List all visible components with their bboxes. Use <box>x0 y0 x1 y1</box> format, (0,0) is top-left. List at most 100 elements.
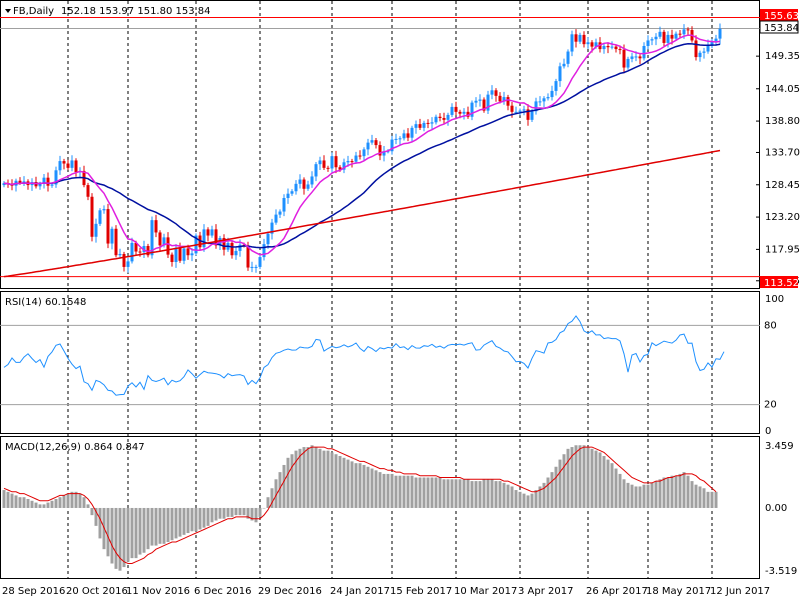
macd-histogram-bar <box>286 457 290 508</box>
macd-histogram-bar <box>6 491 10 508</box>
candle-body <box>354 155 358 162</box>
x-axis-date-label: 15 Feb 2017 <box>390 586 452 597</box>
candle-body <box>682 29 686 35</box>
candle-body <box>654 36 658 40</box>
macd-axis-label: 3.459 <box>765 441 794 452</box>
candle-body <box>38 183 42 187</box>
macd-histogram-bar <box>662 477 666 508</box>
macd-histogram-bar <box>214 507 218 521</box>
macd-histogram-bar <box>302 447 306 508</box>
candle-body <box>42 177 46 184</box>
rsi-series <box>0 315 760 406</box>
macd-histogram-bar <box>474 481 478 508</box>
macd-histogram-bar <box>694 484 698 508</box>
macd-histogram-bar <box>238 507 242 516</box>
macd-histogram-bar <box>706 491 710 508</box>
candle-body <box>230 242 234 256</box>
candle-body <box>206 229 210 236</box>
candle-body <box>178 247 182 261</box>
macd-histogram-bar <box>62 495 66 508</box>
candle-body <box>418 124 422 128</box>
macd-histogram-bar <box>282 464 286 508</box>
candle-body <box>478 99 482 101</box>
macd-histogram-bar <box>250 507 254 521</box>
candle-body <box>126 261 130 267</box>
candle-body <box>154 220 158 233</box>
macd-histogram-bar <box>374 470 378 508</box>
candle-body <box>482 99 486 111</box>
macd-histogram-bar <box>634 486 638 508</box>
macd-histogram-bar <box>630 484 634 508</box>
macd-histogram-bar <box>410 475 414 508</box>
macd-histogram-bar <box>494 481 498 508</box>
candle-body <box>638 56 642 59</box>
macd-histogram-bar <box>34 502 38 508</box>
macd-histogram-bar <box>78 493 82 508</box>
x-axis-date-label: 3 Apr 2017 <box>518 586 573 597</box>
macd-histogram-bar <box>42 504 46 508</box>
y-axis-ticks: 149.35 144.05 138.80 133.70 128.45 123.20 117.… <box>756 51 800 577</box>
macd-histogram-bar <box>426 477 430 508</box>
macd-histogram-bar <box>710 491 714 508</box>
macd-histogram-bar <box>622 479 626 508</box>
candle-body <box>670 34 674 39</box>
rsi-axis-label: 20 <box>764 400 777 411</box>
candle-body <box>346 161 350 163</box>
macd-histogram-bar <box>170 507 174 541</box>
macd-histogram-bar <box>462 479 466 508</box>
candle-body <box>102 209 106 211</box>
candle-body <box>2 183 6 186</box>
macd-histogram-bar <box>614 468 618 508</box>
rsi-title: RSI(14) 60.1548 <box>5 297 86 308</box>
macd-histogram-bar <box>10 493 14 508</box>
macd-histogram-bar <box>46 502 50 508</box>
macd-histogram-bar <box>178 507 182 537</box>
candle-body <box>286 193 290 198</box>
candle-body <box>374 140 378 146</box>
candle-body <box>570 34 574 52</box>
candle-body <box>46 177 50 186</box>
candle-body <box>694 40 698 58</box>
candle-body <box>114 228 118 256</box>
macd-histogram-bar <box>18 497 22 508</box>
macd-histogram-bar <box>118 507 122 571</box>
last-price-tag <box>759 20 799 34</box>
macd-histogram-bar <box>58 497 62 508</box>
rsi-panel-frame <box>0 291 760 434</box>
macd-histogram-bar <box>466 479 470 508</box>
macd-histogram-bar <box>590 448 594 508</box>
macd-histogram-bar <box>290 454 294 508</box>
macd-histogram-bar <box>310 445 314 508</box>
macd-histogram-bar <box>642 484 646 508</box>
candle-body <box>622 49 626 68</box>
macd-histogram-bar <box>610 463 614 508</box>
macd-histogram-bar <box>482 479 486 508</box>
macd-histogram-bar <box>30 500 34 508</box>
macd-histogram-bar <box>190 507 194 532</box>
candle-body <box>70 160 74 168</box>
macd-histogram-bar <box>626 482 630 508</box>
candle-body <box>566 51 570 64</box>
candle-body <box>294 183 298 192</box>
chart-menu-triangle-icon[interactable] <box>5 9 11 13</box>
candle-body <box>610 46 614 48</box>
macd-histogram-bar <box>110 507 114 564</box>
candle-body <box>122 254 126 267</box>
candle-body <box>182 248 186 261</box>
candle-body <box>270 222 274 234</box>
ma-medium-line <box>3 42 721 249</box>
moving-average-lines <box>3 34 721 278</box>
candle-body <box>414 124 418 128</box>
macd-histogram-bar <box>446 479 450 508</box>
candle-body <box>22 181 26 183</box>
candle-body <box>714 38 718 42</box>
macd-histogram-bar <box>390 473 394 508</box>
candle-body <box>462 111 466 114</box>
macd-histogram-bar <box>210 507 214 523</box>
macd-histogram-bar <box>182 507 186 535</box>
macd-histogram-bar <box>566 448 570 508</box>
macd-histogram-bar <box>138 507 142 555</box>
candle-body <box>94 223 98 237</box>
